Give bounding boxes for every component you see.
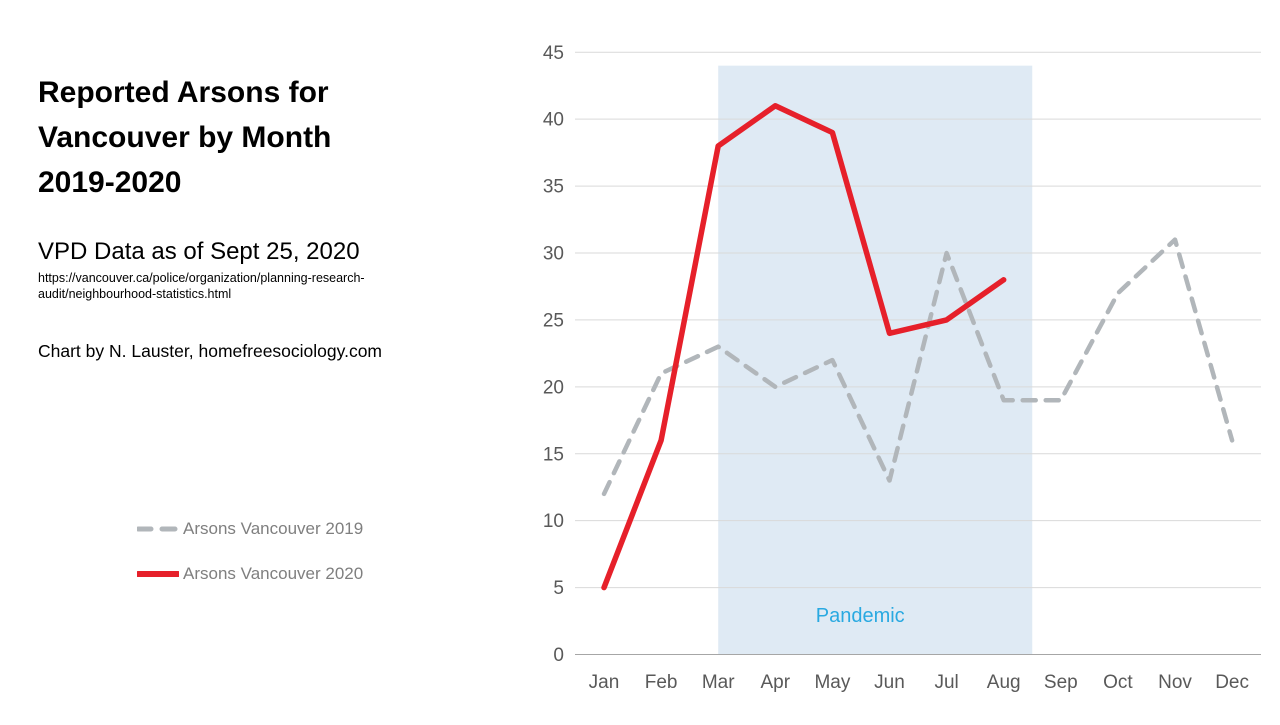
title-line: Vancouver by Month [38, 121, 332, 154]
x-tick-label: Jun [874, 672, 905, 693]
title-line: 2019-2020 [38, 166, 182, 199]
series-line-arsons-vancouver-2019 [601, 237, 1235, 497]
y-tick-label: 15 [543, 444, 564, 465]
y-tick-label: 35 [543, 177, 564, 198]
chart-canvas: 0 5 10 15 20 25 30 35 40 45 Jan Feb Mar Apr May Jun Jul A… [543, 43, 1261, 693]
source-url-line: https://vancouver.ca/police/organization… [38, 271, 365, 285]
title-line: Reported Arsons for [38, 76, 329, 109]
x-tick-label: Mar [702, 672, 735, 693]
y-tick-label: 30 [543, 244, 564, 265]
y-tick-label: 20 [543, 377, 564, 398]
legend-item-2019: Arsons Vancouver 2019 [137, 512, 363, 546]
slide-title: Reported Arsons for Vancouver by Month 2… [38, 70, 508, 205]
source-url: https://vancouver.ca/police/organization… [38, 270, 508, 302]
solid-line-swatch [137, 571, 179, 577]
legend-item-2020: Arsons Vancouver 2020 [137, 557, 363, 591]
y-tick-label: 25 [543, 310, 564, 331]
x-tick-label: Feb [645, 672, 678, 693]
x-tick-label: Dec [1215, 672, 1249, 693]
legend-label: Arsons Vancouver 2020 [183, 564, 364, 583]
x-tick-label: Sep [1044, 672, 1078, 693]
pandemic-label: Pandemic [816, 605, 905, 627]
credit-line: Chart by N. Lauster, homefreesociology.c… [38, 341, 383, 361]
series-line-arsons-vancouver-2020 [601, 103, 1007, 591]
x-tick-label: Apr [761, 672, 791, 693]
y-tick-label: 0 [553, 645, 564, 666]
chart-legend: Arsons Vancouver 2019 Arsons Vancouver 2… [137, 512, 363, 602]
y-tick-label: 45 [543, 43, 564, 64]
x-tick-label: Aug [987, 672, 1021, 693]
x-tick-label: Jul [934, 672, 958, 693]
pandemic-band [718, 65, 1033, 655]
y-tick-label: 10 [543, 511, 564, 532]
dashed-line-swatch [137, 526, 179, 532]
x-tick-label: Nov [1158, 672, 1192, 693]
x-tick-label: May [814, 672, 850, 693]
legend-label: Arsons Vancouver 2019 [183, 519, 364, 538]
y-tick-label: 40 [543, 110, 564, 131]
y-tick-label: 5 [553, 578, 564, 599]
x-tick-label: Oct [1103, 672, 1133, 693]
x-tick-label: Jan [589, 672, 620, 693]
info-panel: Reported Arsons for Vancouver by Month 2… [38, 70, 508, 362]
slide-subtitle: VPD Data as of Sept 25, 2020 [38, 238, 360, 265]
source-url-line: audit/neighbourhood-statistics.html [38, 287, 232, 301]
arsons-line-chart: 0 5 10 15 20 25 30 35 40 45 Jan Feb Mar Apr May Jun Jul A… [530, 0, 1280, 720]
